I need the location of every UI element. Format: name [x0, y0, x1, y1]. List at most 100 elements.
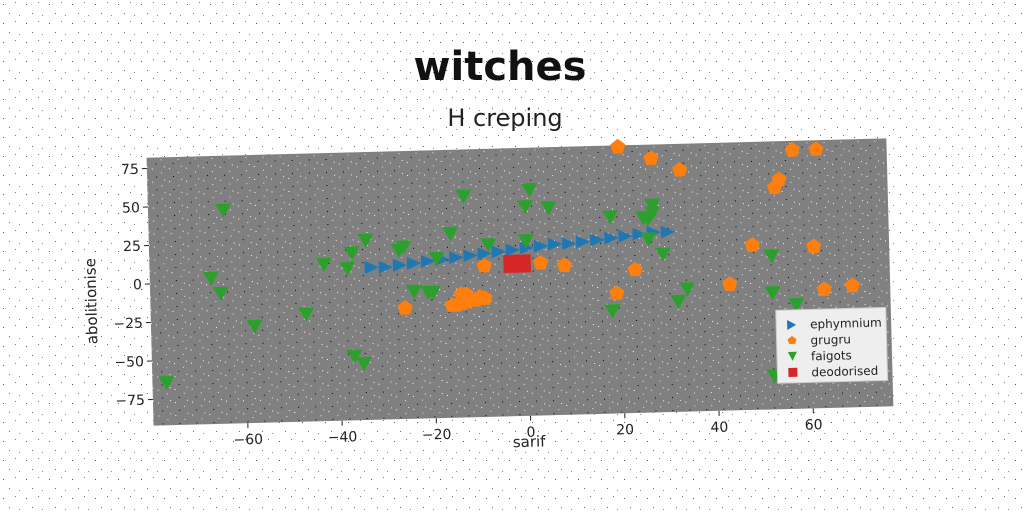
- faigots-point-34: [346, 349, 363, 364]
- faigots-point-1: [455, 189, 472, 204]
- y-tick-label: −50: [114, 354, 144, 371]
- legend-marker-ephymnium: [787, 320, 797, 331]
- faigots-point-22: [202, 271, 219, 286]
- grugru-point-13: [627, 261, 643, 277]
- faigots-point-29: [670, 294, 687, 309]
- faigots-point-28: [604, 304, 621, 319]
- faigots-point-3: [516, 200, 533, 215]
- x-tick-label: 40: [710, 420, 728, 436]
- grugru-point-19: [816, 281, 832, 297]
- y-tick-label: 50: [122, 200, 140, 216]
- ephymnium-point-6: [449, 251, 464, 265]
- ephymnium-point-15: [575, 235, 591, 249]
- x-tick-label: −20: [422, 427, 452, 444]
- x-tick-label: 0: [526, 425, 535, 441]
- y-tick-label: −25: [113, 316, 143, 333]
- x-axis-label: sarif: [513, 432, 547, 451]
- ephymnium-point-14: [561, 237, 577, 251]
- faigots-point-39: [424, 285, 441, 300]
- faigots-point-35: [355, 356, 372, 372]
- grugru-point-7: [744, 237, 760, 252]
- grugru-point-4: [808, 141, 824, 157]
- ephymnium-point-2: [392, 258, 408, 272]
- plot-marks: [158, 138, 860, 391]
- deodorised-point-1: [512, 254, 532, 273]
- grugru-point-6: [771, 171, 787, 187]
- grugru-point-2: [672, 161, 688, 177]
- legend-label-deodorised: deodorised: [811, 364, 878, 380]
- ephymnium-point-0: [364, 261, 380, 274]
- legend-box: [775, 306, 889, 384]
- ephymnium-point-4: [420, 255, 436, 268]
- chart-title: witches: [414, 44, 587, 90]
- x-tick-label: −60: [233, 432, 263, 449]
- grugru-point-17: [609, 285, 625, 300]
- y-tick-label: −75: [115, 393, 145, 410]
- ephymnium-point-12: [533, 239, 549, 253]
- plot-noise: [146, 138, 894, 426]
- grugru-point-3: [784, 142, 800, 157]
- y-tick-label: 25: [123, 239, 141, 255]
- ephymnium-point-3: [406, 256, 422, 270]
- grugru-point-12: [556, 257, 572, 273]
- grugru-point-0: [610, 138, 626, 154]
- plot-area: −60 −40 −20 0 20 40 60 75 50 25 0 −25 −50 −75 ephymni…: [81, 138, 894, 451]
- faigots-point-30: [679, 282, 696, 297]
- ephymnium-point-16: [590, 233, 605, 247]
- ephymnium-point-17: [604, 231, 619, 245]
- faigots-point-0: [215, 203, 232, 218]
- faigots-point-4: [540, 201, 557, 216]
- faigots-point-2: [521, 183, 538, 198]
- ephymnium-point-13: [547, 237, 563, 251]
- faigots-point-12: [343, 246, 360, 261]
- faigots-point-33: [788, 297, 805, 313]
- grugru-point-29: [444, 297, 460, 312]
- faigots-point-17: [640, 232, 657, 247]
- y-tick-label: 75: [121, 162, 139, 178]
- faigots-point-27: [246, 319, 263, 334]
- legend-marker-faigots: [787, 351, 797, 361]
- faigots-point-19: [428, 251, 445, 266]
- faigots-point-5: [602, 210, 619, 225]
- legend-marker-grugru: [787, 335, 797, 344]
- x-tick-label: 20: [616, 422, 634, 438]
- faigots-point-8: [644, 198, 661, 213]
- faigots-point-9: [644, 206, 661, 221]
- faigots-point-20: [315, 257, 332, 273]
- legend-label-faigots: faigots: [811, 348, 852, 363]
- faigots-point-14: [395, 240, 412, 255]
- legend-label-grugru: grugru: [810, 332, 851, 347]
- x-tick-label: −40: [328, 429, 358, 446]
- y-tick-label: 0: [133, 277, 142, 293]
- legend: ephymnium grugru faigots deodorised: [775, 306, 889, 384]
- grugru-point-1: [643, 150, 659, 165]
- faigots-point-24: [405, 284, 422, 299]
- grugru-point-9: [476, 258, 492, 273]
- faigots-point-26: [298, 307, 315, 322]
- ephymnium-point-10: [505, 243, 521, 257]
- axis-ticks: −60 −40 −20 0 20 40 60 75 50 25 0 −25 −50 −75: [113, 162, 823, 449]
- ephymnium-point-8: [477, 247, 492, 261]
- faigots-point-21: [339, 261, 356, 277]
- ephymnium-point-7: [463, 249, 478, 263]
- faigots-point-10: [442, 226, 459, 242]
- faigots-point-15: [480, 238, 497, 253]
- ephymnium-point-21: [660, 225, 676, 239]
- faigots-point-23: [212, 286, 229, 301]
- ephymnium-point-19: [632, 227, 647, 241]
- ephymnium-point-11: [519, 241, 535, 255]
- grugru-point-18: [722, 276, 738, 291]
- grugru-point-20: [844, 277, 860, 293]
- ephymnium-point-18: [618, 229, 633, 243]
- faigots-point-18: [654, 247, 671, 262]
- y-axis-label: abolitionise: [81, 258, 101, 345]
- chart-subtitle: H creping: [447, 104, 562, 132]
- x-tick-label: 60: [805, 417, 823, 433]
- grugru-point-14: [397, 300, 413, 315]
- ephymnium-point-9: [491, 245, 506, 259]
- grugru-point-8: [806, 238, 822, 254]
- legend-label-ephymnium: ephymnium: [810, 316, 882, 332]
- faigots-point-16: [517, 234, 534, 249]
- legend-marker-deodorised: [788, 367, 798, 378]
